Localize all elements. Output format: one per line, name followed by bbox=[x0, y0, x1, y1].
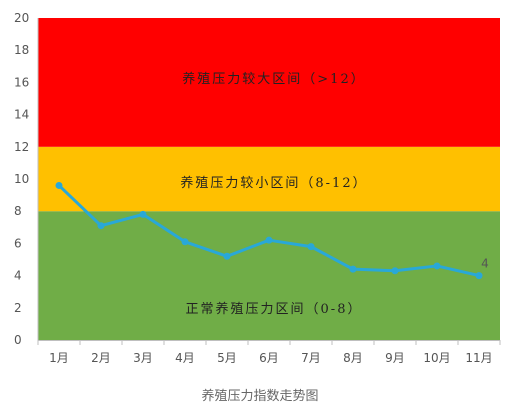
x-tick-label: 9月 bbox=[385, 351, 405, 365]
pressure-zone-bands: 正常养殖压力区间（0-8） 养殖压力较小区间（8-12） 养殖压力较大区间（>12） bbox=[38, 18, 500, 340]
y-tick-label: 2 bbox=[14, 301, 22, 315]
y-tick-label: 8 bbox=[14, 204, 22, 218]
zone-label-1: 养殖压力较小区间（8-12） bbox=[180, 175, 367, 191]
x-tick-label: 4月 bbox=[175, 351, 195, 365]
x-tick-label: 3月 bbox=[133, 351, 153, 365]
y-tick-label: 16 bbox=[14, 75, 29, 89]
x-tick-label: 10月 bbox=[423, 351, 450, 365]
series-point bbox=[265, 236, 273, 244]
zone-band-0 bbox=[38, 211, 500, 340]
x-tick-label: 8月 bbox=[343, 351, 363, 365]
zone-band-2 bbox=[38, 18, 500, 147]
series-point bbox=[97, 222, 105, 230]
y-tick-label: 14 bbox=[14, 108, 29, 122]
zone-band-1 bbox=[38, 146, 500, 212]
series-point bbox=[181, 238, 189, 246]
pressure-index-series: 4 bbox=[55, 181, 489, 280]
y-tick-label: 4 bbox=[14, 269, 22, 283]
zone-label-0: 正常养殖压力区间（0-8） bbox=[186, 301, 363, 317]
series-point bbox=[433, 262, 441, 270]
zone-label-2: 养殖压力较大区间（>12） bbox=[182, 71, 365, 87]
x-tick-label: 6月 bbox=[259, 351, 279, 365]
series-point bbox=[139, 210, 147, 218]
chart-caption: 养殖压力指数走势图 bbox=[201, 388, 318, 404]
series-point bbox=[223, 252, 231, 260]
y-axis-ticks: 0 2 4 6 8 10 12 14 16 18 20 bbox=[14, 11, 39, 347]
series-point bbox=[349, 265, 357, 273]
series-point bbox=[391, 267, 399, 275]
x-tick-label: 2月 bbox=[91, 351, 111, 365]
y-tick-label: 12 bbox=[14, 140, 29, 154]
y-tick-label: 20 bbox=[14, 11, 29, 25]
y-tick-label: 0 bbox=[14, 333, 22, 347]
x-axis-ticks: 1月 2月 3月 4月 5月 6月 7月 8月 9月 10月 11月 bbox=[37, 340, 501, 365]
series-point bbox=[307, 243, 315, 251]
y-tick-label: 10 bbox=[14, 172, 29, 186]
x-tick-label: 1月 bbox=[49, 351, 69, 365]
y-tick-label: 6 bbox=[14, 236, 22, 250]
x-tick-label: 11月 bbox=[465, 351, 492, 365]
series-point bbox=[475, 272, 483, 280]
x-tick-label: 7月 bbox=[301, 351, 321, 365]
data-label: 4 bbox=[481, 257, 489, 271]
series-point bbox=[55, 181, 63, 189]
x-tick-label: 5月 bbox=[217, 351, 237, 365]
y-tick-label: 18 bbox=[14, 43, 29, 57]
